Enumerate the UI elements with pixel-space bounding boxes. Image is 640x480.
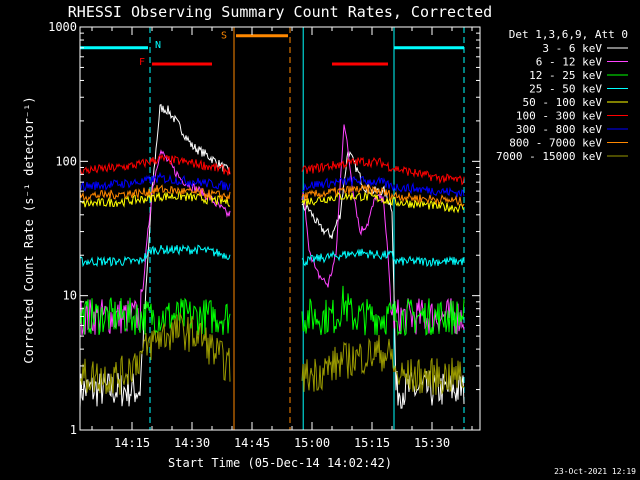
x-tick-label: 15:15 xyxy=(354,436,390,450)
legend-label: 50 - 100 keV xyxy=(523,96,603,109)
y-axis-label: Corrected Count Rate (s⁻¹ detector⁻¹) xyxy=(22,96,36,363)
legend-label: 3 - 6 keV xyxy=(542,42,602,55)
series-line xyxy=(79,184,231,201)
legend-label: 100 - 300 keV xyxy=(516,110,602,123)
series-line xyxy=(79,244,231,268)
x-tick-label: 15:30 xyxy=(414,436,450,450)
series-line xyxy=(301,285,465,337)
x-axis-label: Start Time (05-Dec-14 14:02:42) xyxy=(168,456,392,470)
chart-title: RHESSI Observing Summary Count Rates, Co… xyxy=(68,3,492,21)
y-tick-label: 100 xyxy=(55,154,77,168)
x-tick-label: 14:15 xyxy=(114,436,150,450)
x-tick-label: 15:00 xyxy=(294,436,330,450)
legend-label: 800 - 7000 keV xyxy=(509,137,602,150)
y-tick-label: 1 xyxy=(70,423,77,437)
y-tick-label: 1000 xyxy=(48,20,77,34)
series-line xyxy=(79,103,231,409)
flag-letter: N xyxy=(155,40,161,51)
legend-label: 300 - 800 keV xyxy=(516,123,602,136)
x-tick-label: 14:30 xyxy=(174,436,210,450)
series-line xyxy=(79,153,231,176)
series-line xyxy=(301,175,465,198)
series-line xyxy=(301,334,465,395)
series-line xyxy=(301,156,465,186)
legend-label: 25 - 50 keV xyxy=(529,83,602,96)
legend-label: 7000 - 15000 keV xyxy=(496,150,602,163)
x-tick-label: 14:45 xyxy=(234,436,270,450)
series-line xyxy=(301,191,465,214)
flag-letter: F xyxy=(139,57,145,68)
flag-letter: S xyxy=(221,31,227,42)
legend-header: Det 1,3,6,9, Att 0 xyxy=(509,28,628,41)
series-line xyxy=(79,171,231,192)
series-line xyxy=(79,191,231,208)
y-tick-label: 10 xyxy=(63,289,77,303)
series-line xyxy=(301,124,465,335)
series-line xyxy=(301,248,465,268)
series-line xyxy=(79,311,231,395)
footer-timestamp: 23-Oct-2021 12:19 xyxy=(554,467,636,476)
legend-label: 12 - 25 keV xyxy=(529,69,602,82)
plot-frame xyxy=(79,26,481,431)
legend-label: 6 - 12 keV xyxy=(536,56,603,69)
series-line xyxy=(301,183,465,207)
